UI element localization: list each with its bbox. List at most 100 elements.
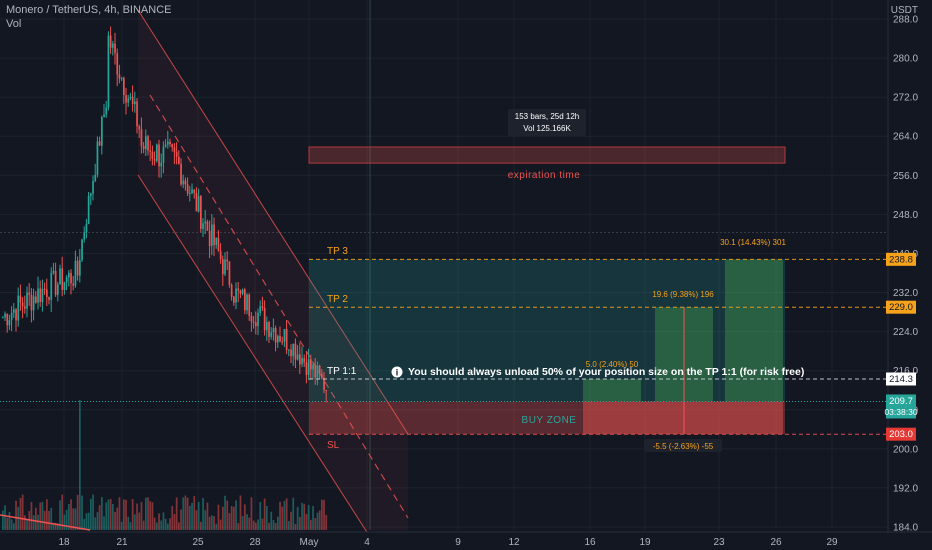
candle-body [169,141,171,145]
volume-bar [283,500,286,530]
volume-bar [274,523,277,530]
volume-bar [202,498,204,530]
volume-bar [68,504,70,530]
target2-value: 19.6 (9.38%) 196 [652,290,714,299]
candle-body [257,312,259,327]
candle-body [131,96,134,105]
candle-body [167,141,169,145]
candle-body [10,312,13,321]
candle-body [301,358,303,365]
time-tick: 29 [826,537,838,548]
volume-bar [200,521,202,530]
candle-body [244,289,246,311]
volume-bar [96,512,99,530]
candle-body [191,189,193,194]
time-tick: 19 [639,537,651,548]
volume-bar [279,501,281,530]
candle-body [57,284,59,295]
candle-body [268,322,270,337]
price-axis[interactable]: USDT288.0280.0272.0264.0256.0248.0240.02… [884,0,932,550]
candle-body [263,307,266,331]
candle-body [279,335,281,342]
candle-body [85,223,88,233]
candle-body [178,156,180,164]
time-tick: 16 [584,537,596,548]
candle-body [123,78,125,95]
measure-line1: 153 bars, 25d 12h [515,112,580,121]
expiration-label: expiration time [508,170,581,181]
volume-bar [19,497,22,530]
volume-bar [149,501,152,530]
candle-body [226,259,229,262]
candle-body [164,144,167,147]
candle-body [195,192,198,212]
candle-body [153,158,156,161]
volume-bar [10,519,13,530]
candle-body [233,296,235,303]
volume-bar [4,505,6,530]
price-tick: 216.0 [893,366,918,377]
measure-box [508,109,586,136]
candle-body [202,223,204,229]
candle-body [230,284,233,297]
candle-body [213,224,215,245]
volume-bar [21,494,24,530]
volume-bar [76,494,79,530]
volume-bar [222,506,224,530]
candle-body [274,328,277,343]
volume-bar [169,518,171,530]
time-axis[interactable]: 18 21 25 28 May 4 9 12 16 19 23 26 29 [0,531,932,550]
volume-bar [65,509,68,530]
candle-body [37,288,39,303]
time-tick: 9 [455,537,461,548]
candle-body [94,174,97,181]
volume-bar [127,516,130,530]
price-tick: 200.0 [893,444,918,455]
candle-body [52,270,55,273]
candle-body [259,306,262,313]
risk-note: You should always unload 50% of your pos… [408,366,804,378]
volume-bar [46,499,48,530]
volume-bar [147,497,149,530]
volume-bar [90,498,92,530]
price-tick: 192.0 [893,483,918,494]
volume-bar [208,516,211,530]
sl-price-tag: 203.0 [889,429,913,440]
volume-bar [301,502,303,530]
candle-body [228,261,231,285]
candle-body [15,309,17,321]
candle-body [30,294,33,311]
volume-bar [211,515,213,530]
volume-bar [294,523,297,530]
candle-body [325,390,328,392]
candle-body [303,358,306,363]
candle-body [4,313,6,318]
candle-body [28,292,31,295]
candle-body [321,373,323,379]
candle-body [204,221,207,224]
candle-body [79,259,81,276]
volume-bar [142,520,145,530]
candle-body [140,129,143,147]
candle-body [252,321,255,323]
candle-body [19,295,22,303]
candle-body [63,282,66,290]
volume-bar [180,509,182,530]
volume-bar [235,500,237,530]
channel-mid [149,94,409,519]
candle-body [323,378,325,391]
volume-bar [272,520,275,530]
sl-price-tag-bg [886,427,916,441]
volume-bar [43,510,46,530]
volume-bar [217,504,220,530]
price-tick: 184.0 [893,523,918,534]
volume-bar [57,523,59,530]
volume-bar [268,522,270,530]
candle-body [292,343,295,357]
price-tick: 232.0 [893,288,918,299]
time-tick: 12 [508,537,520,548]
candle-body [112,43,114,48]
trade-zones [308,146,786,435]
candle-body [21,302,24,307]
